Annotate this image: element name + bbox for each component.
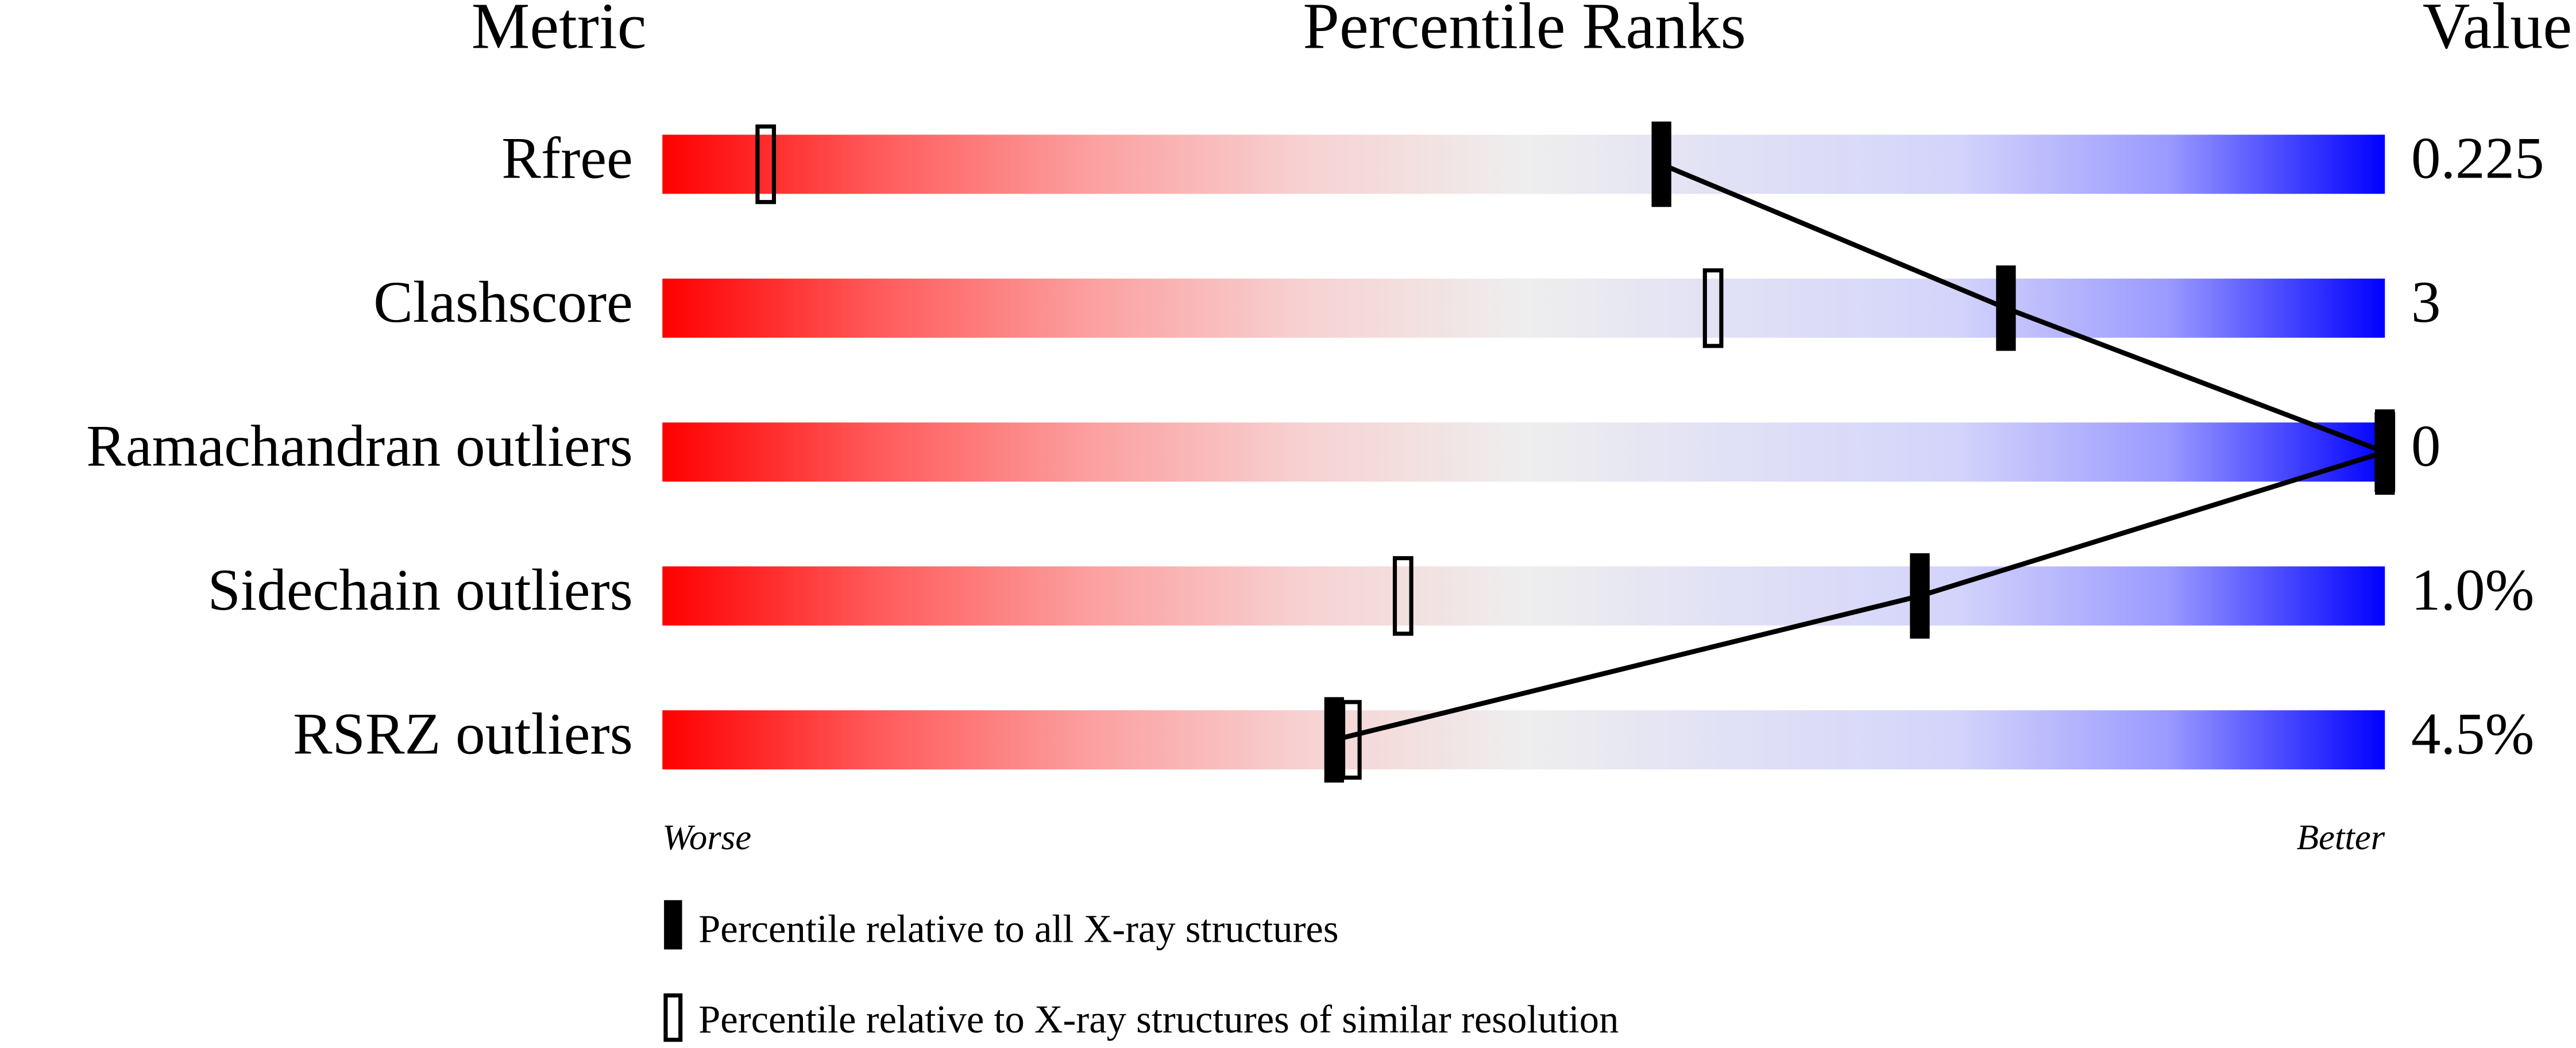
legend-swatch — [664, 900, 682, 950]
metric-value: 0.225 — [2411, 126, 2544, 191]
metric-value: 1.0% — [2411, 557, 2534, 623]
metric-label: RSRZ outliers — [293, 701, 633, 766]
metric-label: Clashscore — [373, 269, 633, 335]
absolute-marker — [1651, 121, 1671, 207]
gradient-bar — [662, 278, 2385, 338]
better-label: Better — [2297, 817, 2385, 857]
gradient-bar — [662, 134, 2385, 194]
metric-label: Rfree — [501, 126, 633, 191]
metric-value: 4.5% — [2411, 701, 2534, 766]
header-metric: Metric — [472, 0, 647, 62]
absolute-marker — [1910, 553, 1930, 639]
metric-value: 0 — [2411, 413, 2440, 479]
worse-label: Worse — [662, 817, 751, 857]
gradient-bar — [662, 710, 2385, 770]
relative-marker — [755, 124, 777, 205]
legend-label: Percentile relative to all X-ray structu… — [698, 907, 1338, 951]
legend-swatch — [663, 993, 683, 1042]
absolute-marker — [1996, 265, 2016, 351]
absolute-marker — [2375, 409, 2395, 495]
header-value: Value — [2423, 0, 2572, 62]
relative-marker — [1702, 268, 1724, 348]
relative-marker — [1392, 556, 1413, 636]
absolute-marker — [1324, 697, 1345, 783]
gradient-bar — [662, 422, 2385, 482]
metric-label: Ramachandran outliers — [86, 413, 633, 479]
header-percentile: Percentile Ranks — [1303, 0, 1746, 62]
metric-label: Sidechain outliers — [208, 557, 633, 623]
gradient-bar — [662, 566, 2385, 626]
legend-label: Percentile relative to X-ray structures … — [698, 997, 1619, 1041]
metric-value: 3 — [2411, 269, 2440, 335]
